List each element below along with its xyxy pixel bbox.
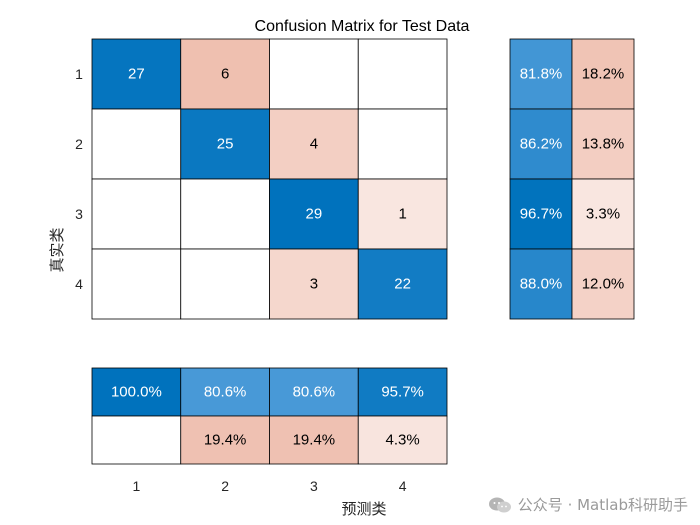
matrix-value-4-4: 22 (394, 276, 411, 293)
column-summary-correct-text-2: 80.6% (204, 384, 247, 401)
chart-title: Confusion Matrix for Test Data (255, 18, 470, 35)
column-summary-correct-2 (180, 367, 270, 417)
row-summary-incorrect-2 (571, 108, 635, 180)
row-summary-incorrect-4 (571, 248, 635, 320)
matrix-cell-3-4 (357, 178, 448, 250)
row-summary-incorrect-text-2: 13.8% (582, 136, 625, 153)
row-summary-incorrect-3 (571, 178, 635, 250)
matrix-cell-4-1 (91, 248, 182, 320)
matrix-cell-3-3 (269, 178, 359, 250)
y-tick-label-3: 3 (75, 206, 83, 222)
matrix-value-2-2: 25 (217, 136, 234, 153)
matrix-value-1-1: 27 (128, 66, 145, 83)
row-summary-correct-3 (509, 178, 573, 250)
tick-labels: 1 1 2 2 3 3 4 4 (75, 66, 407, 494)
matrix-value-4-3: 3 (310, 276, 318, 293)
column-summary-correct-text-4: 95.7% (381, 384, 424, 401)
matrix-cell-4-4 (357, 248, 448, 320)
matrix-cell-2-3 (269, 108, 359, 180)
column-summary-correct-4 (357, 367, 448, 417)
row-summary-grid: 81.8% 18.2% 86.2% 13.8% 96.7% 3.3% 88.0% 12.0% (509, 38, 635, 320)
x-tick-label-4: 4 (399, 478, 407, 494)
wechat-logo-icon (488, 497, 511, 512)
x-tick-label-1: 1 (132, 478, 140, 494)
matrix-cell-4-2 (180, 248, 270, 320)
matrix-cell-3-2 (180, 178, 270, 250)
confusion-matrix-grid: 27 6 25 4 29 1 3 22 (91, 38, 448, 320)
matrix-cell-3-1 (91, 178, 182, 250)
column-summary-incorrect-text-4: 4.3% (386, 432, 420, 449)
row-summary-correct-text-1: 81.8% (520, 66, 563, 83)
column-summary-incorrect-2 (180, 415, 270, 465)
y-tick-label-4: 4 (75, 276, 83, 292)
row-summary-incorrect-text-3: 3.3% (586, 206, 620, 223)
column-summary-grid: 100.0% 80.6% 80.6% 95.7% 19.4% 19.4% 4.3% (91, 367, 448, 465)
watermark: 公众号 · Matlab科研助手 (488, 494, 688, 515)
column-summary-incorrect-1 (91, 415, 182, 465)
column-summary-incorrect-text-3: 19.4% (293, 432, 336, 449)
y-axis-label: 真实类 (48, 227, 66, 272)
matrix-cell-1-3 (269, 38, 359, 110)
matrix-cell-1-2 (180, 38, 270, 110)
row-summary-incorrect-text-1: 18.2% (582, 66, 625, 83)
matrix-cell-1-1 (91, 38, 182, 110)
watermark-text: 公众号 · Matlab科研助手 (517, 496, 688, 514)
column-summary-incorrect-4 (357, 415, 448, 465)
column-summary-correct-text-1: 100.0% (111, 384, 162, 401)
matrix-value-3-4: 1 (398, 206, 406, 223)
matrix-cell-2-4 (357, 108, 448, 180)
matrix-cell-2-1 (91, 108, 182, 180)
x-axis-label: 预测类 (341, 500, 386, 518)
column-summary-incorrect-3 (269, 415, 359, 465)
column-summary-correct-3 (269, 367, 359, 417)
matrix-cell-2-2 (180, 108, 270, 180)
x-tick-label-2: 2 (221, 478, 229, 494)
column-summary-incorrect-text-2: 19.4% (204, 432, 247, 449)
row-summary-incorrect-1 (571, 38, 635, 110)
x-tick-label-3: 3 (310, 478, 318, 494)
matrix-cell-4-3 (269, 248, 359, 320)
matrix-value-1-2: 6 (221, 66, 229, 83)
column-summary-correct-text-3: 80.6% (293, 384, 336, 401)
row-summary-correct-text-3: 96.7% (520, 206, 563, 223)
column-summary-correct-1 (91, 367, 182, 417)
y-tick-label-1: 1 (75, 66, 83, 82)
matrix-cell-1-4 (357, 38, 448, 110)
row-summary-correct-text-2: 86.2% (520, 136, 563, 153)
y-tick-label-2: 2 (75, 136, 83, 152)
row-summary-correct-text-4: 88.0% (520, 276, 563, 293)
row-summary-incorrect-text-4: 12.0% (582, 276, 625, 293)
matrix-value-2-3: 4 (310, 136, 318, 153)
matrix-value-3-3: 29 (306, 206, 323, 223)
